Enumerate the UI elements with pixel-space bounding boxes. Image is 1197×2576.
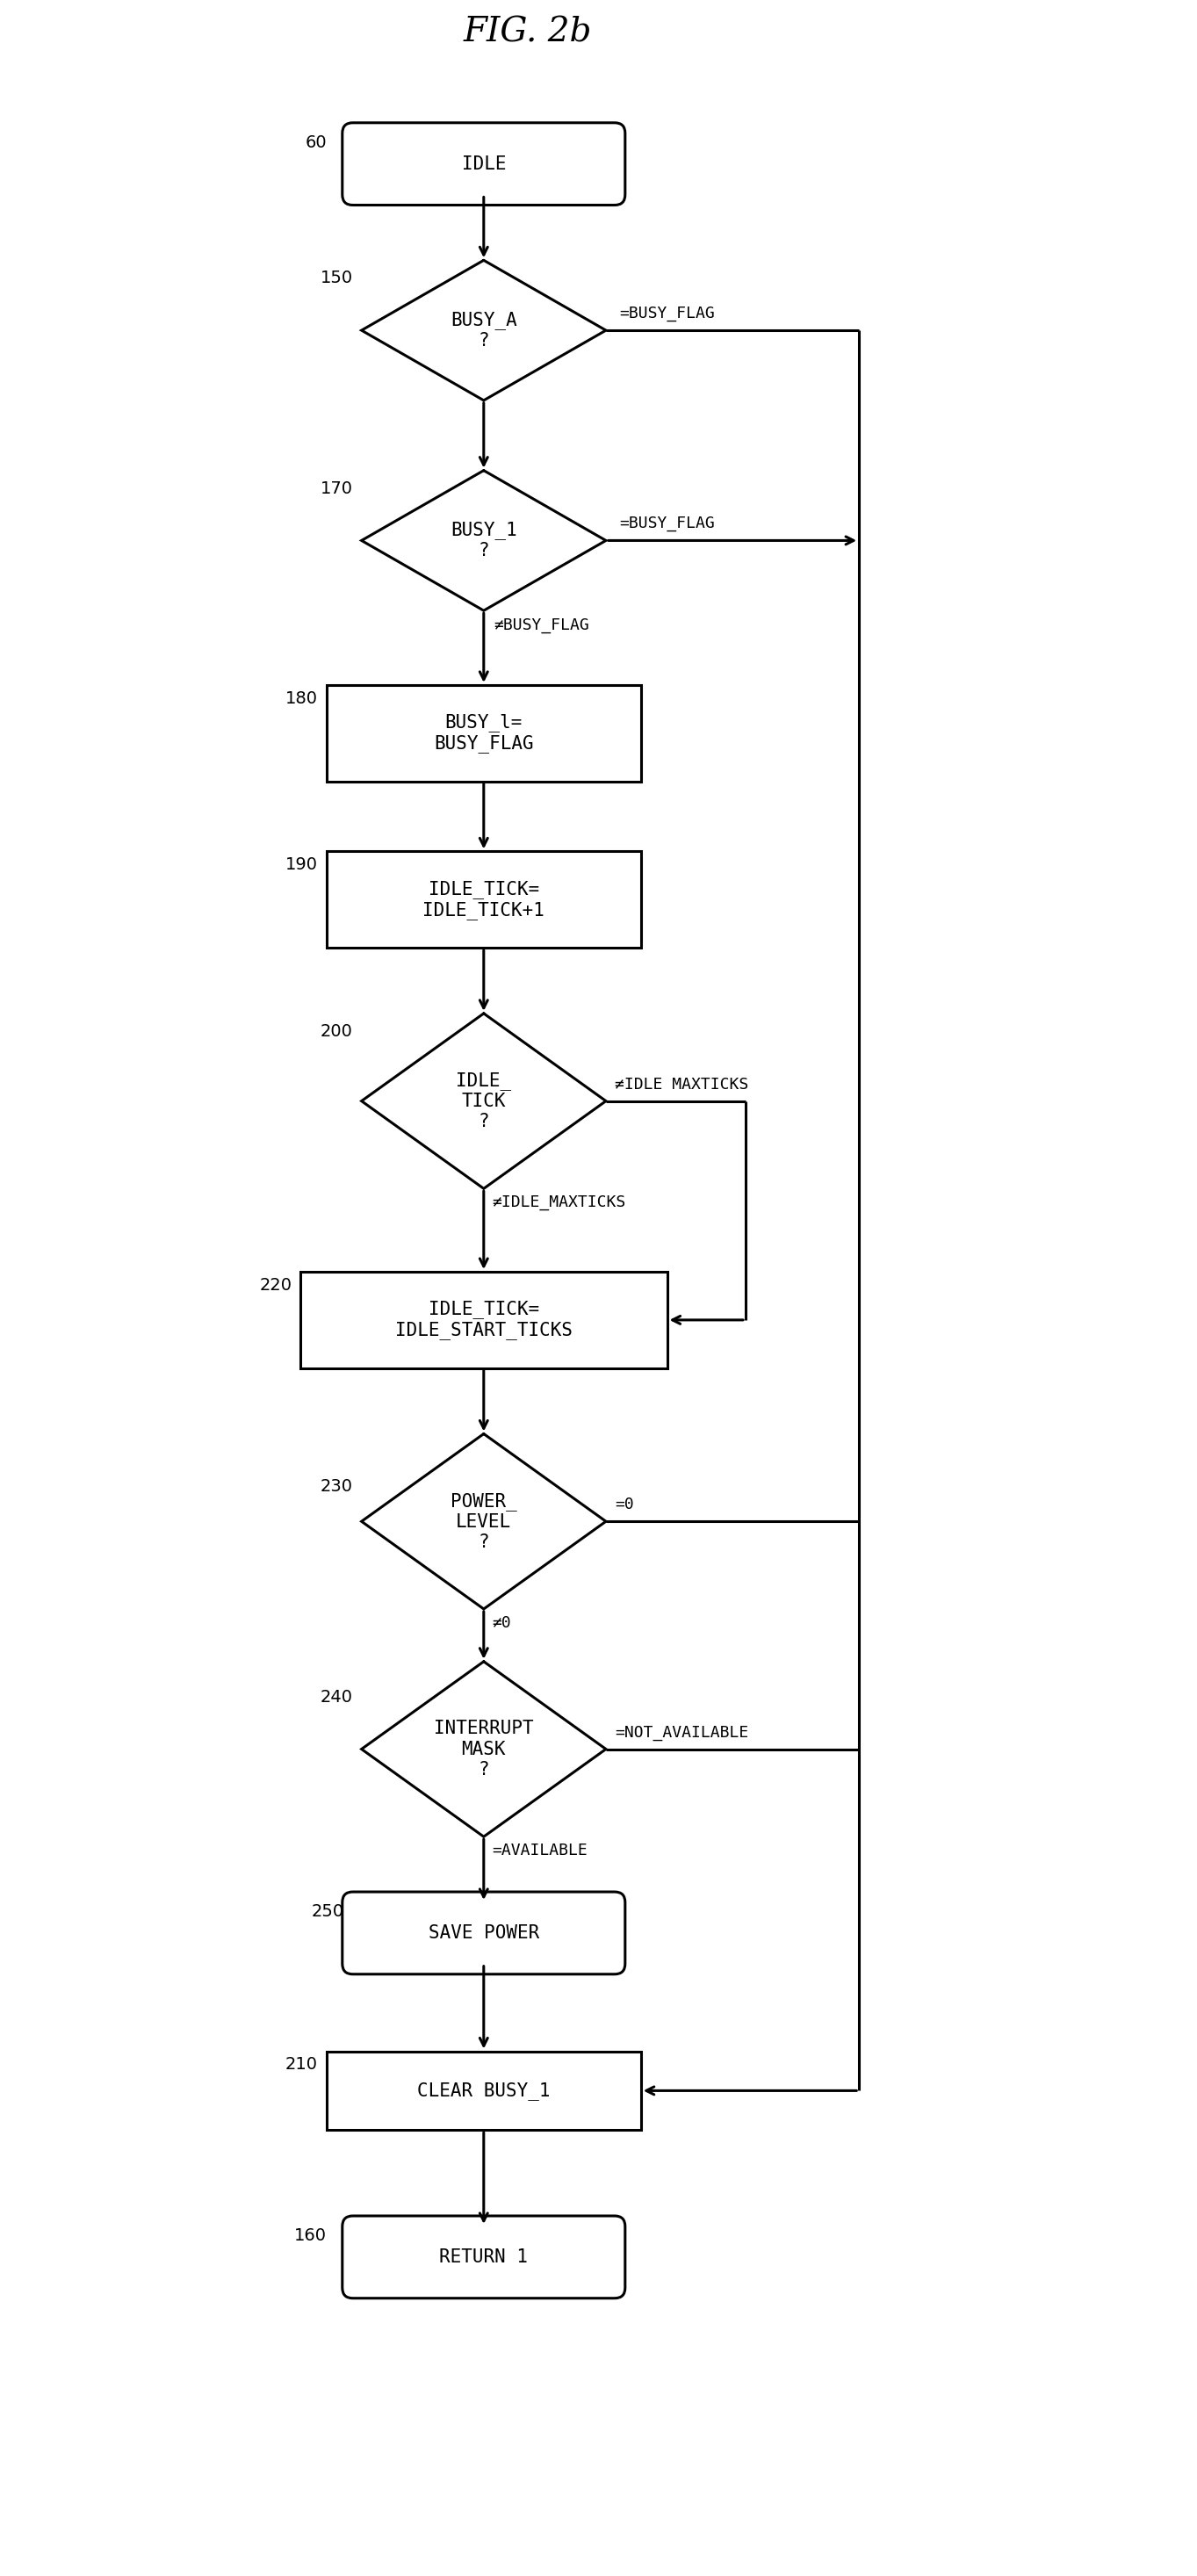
Text: 180: 180 <box>285 690 318 706</box>
Text: CLEAR BUSY_1: CLEAR BUSY_1 <box>418 2081 551 2099</box>
Text: =0: =0 <box>614 1497 633 1512</box>
Text: =BUSY_FLAG: =BUSY_FLAG <box>619 307 715 322</box>
Text: ≠0: ≠0 <box>492 1615 511 1631</box>
Text: RETURN 1: RETURN 1 <box>439 2249 528 2267</box>
Text: BUSY_A
?: BUSY_A ? <box>450 312 517 350</box>
Text: 240: 240 <box>321 1690 353 1705</box>
Text: 220: 220 <box>260 1278 292 1293</box>
Bar <box>327 2050 640 2130</box>
Text: 200: 200 <box>321 1023 353 1041</box>
Text: FIG. 2b: FIG. 2b <box>463 15 591 49</box>
Text: POWER_
LEVEL
?: POWER_ LEVEL ? <box>450 1492 517 1551</box>
Text: INTERRUPT
MASK
?: INTERRUPT MASK ? <box>433 1721 534 1777</box>
Bar <box>327 853 640 948</box>
Text: 230: 230 <box>321 1479 353 1494</box>
Text: 150: 150 <box>320 270 353 286</box>
Text: IDLE_TICK=
IDLE_START_TICKS: IDLE_TICK= IDLE_START_TICKS <box>395 1301 572 1340</box>
FancyBboxPatch shape <box>342 2215 625 2298</box>
Text: IDLE_TICK=
IDLE_TICK+1: IDLE_TICK= IDLE_TICK+1 <box>423 881 545 920</box>
Text: =NOT_AVAILABLE: =NOT_AVAILABLE <box>614 1723 748 1741</box>
Text: 170: 170 <box>321 479 353 497</box>
Text: 250: 250 <box>311 1904 344 1919</box>
FancyBboxPatch shape <box>342 1891 625 1973</box>
Text: =BUSY_FLAG: =BUSY_FLAG <box>619 515 715 531</box>
Text: SAVE POWER: SAVE POWER <box>429 1924 539 1942</box>
Bar <box>300 1273 667 1368</box>
FancyBboxPatch shape <box>342 124 625 206</box>
Text: IDLE: IDLE <box>462 155 506 173</box>
Text: BUSY_l=
BUSY_FLAG: BUSY_l= BUSY_FLAG <box>433 714 534 752</box>
Text: =AVAILABLE: =AVAILABLE <box>492 1842 588 1860</box>
Text: ≠BUSY_FLAG: ≠BUSY_FLAG <box>494 618 590 634</box>
Text: ≠IDLE MAXTICKS: ≠IDLE MAXTICKS <box>614 1077 748 1092</box>
Text: IDLE_
TICK
?: IDLE_ TICK ? <box>456 1072 511 1131</box>
Text: 190: 190 <box>285 858 318 873</box>
Text: 210: 210 <box>285 2056 318 2074</box>
Text: ≠IDLE_MAXTICKS: ≠IDLE_MAXTICKS <box>492 1195 626 1211</box>
Text: 160: 160 <box>294 2228 327 2244</box>
Text: 60: 60 <box>305 134 327 152</box>
Bar <box>327 685 640 781</box>
Text: BUSY_1
?: BUSY_1 ? <box>450 520 517 559</box>
